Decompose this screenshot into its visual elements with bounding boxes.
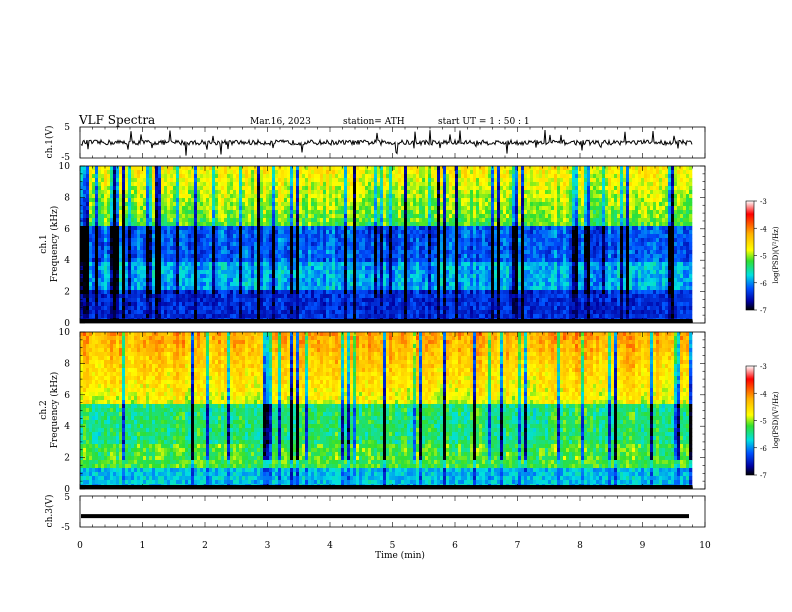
y-tick-label: 0 [64,485,70,495]
ch2-spectrogram-yticks: 0 2 4 6 8 10 [59,328,705,495]
ch3-waveform-ticks [79,496,706,527]
ch2-colorbar [745,365,755,476]
x-tick-label: 3 [265,541,271,551]
ch1-waveform-panel: 5 -5 ch.1(V) [44,123,706,163]
colorbar-tick-label: -5 [760,418,767,426]
ch1-ytick-bottom: -5 [61,153,70,163]
y-tick-label: 10 [59,162,71,172]
ch1-spectrogram-ylabel: Frequency (kHz) [49,206,60,283]
x-tick-label: 5 [390,541,396,551]
ch1-waveform-ticks [79,127,706,158]
colorbar-tick-label: -7 [760,307,767,315]
y-tick-label: 2 [64,454,70,464]
x-tick-label: 7 [515,541,521,551]
ch2-colorbar-label: log(PSD)(V²/Hz) [772,391,780,448]
y-tick-label: 4 [64,256,70,266]
colorbar-tick-label: -4 [760,390,767,398]
ch3-ytick-bottom: -5 [61,523,70,533]
ch1-ytick-top: 5 [64,123,70,133]
colorbar-tick-label: -6 [760,445,767,453]
start-time-label: start UT = 1 : 50 : 1 [438,117,530,127]
x-tick-label: 0 [77,541,83,551]
y-tick-label: 8 [64,193,70,203]
x-tick-label: 6 [452,541,458,551]
ch3-ytick-top: 5 [64,493,70,503]
y-tick-label: 2 [64,288,70,298]
time-axis: 0 1 2 3 4 5 6 7 8 9 10 [77,541,711,551]
y-tick-label: 10 [59,328,71,338]
y-tick-label: 8 [64,359,70,369]
ch2-colorbar-ticks: -3 -4 -5 -6 -7 [754,363,767,480]
ch1-spectrogram-ticks [79,166,706,323]
y-tick-label: 4 [64,422,70,432]
y-tick-label: 0 [64,319,70,329]
y-tick-label: 6 [64,391,70,401]
ch2-spectrogram-image [80,332,693,489]
x-tick-label: 9 [640,541,646,551]
x-tick-label: 4 [327,541,333,551]
ch1-waveform-line [80,129,693,156]
x-tick-label: 8 [577,541,583,551]
colorbar-tick-label: -7 [760,472,767,480]
colorbar-tick-label: -6 [760,280,767,288]
ch3-waveform-ylabel: ch.3(V) [44,495,55,528]
x-tick-label: 10 [699,541,711,551]
ch3-waveform-panel: 5 -5 ch.3(V) [44,493,706,533]
ch1-spectrogram-channel: ch.1 [39,234,49,253]
ch1-spectrogram-yticks: 0 2 4 6 8 10 [59,162,705,329]
ch1-colorbar-label: log(PSD)(V²/Hz) [772,226,780,283]
colorbar-tick-label: -4 [760,225,767,233]
colorbar-tick-label: -3 [760,363,767,371]
date-label: Mar.16, 2023 [250,117,311,127]
colorbar-tick-label: -5 [760,253,767,261]
figure-title: VLF Spectra [78,113,155,127]
time-axis-label: Time (min) [375,550,425,561]
ch2-spectrogram-channel: ch.2 [39,400,49,419]
y-tick-label: 6 [64,225,70,235]
x-tick-label: 2 [202,541,208,551]
ch2-spectrogram-ticks [79,332,706,489]
station-label: station= ATH [343,117,405,127]
ch1-colorbar-ticks: -3 -4 -5 -6 -7 [754,198,767,315]
ch2-spectrogram-ylabel: Frequency (kHz) [49,372,60,449]
ch1-waveform-ylabel: ch.1(V) [44,126,55,159]
ch1-spectrogram-image [80,166,693,323]
ch1-colorbar [745,200,755,311]
x-tick-label: 1 [140,541,146,551]
colorbar-tick-label: -3 [760,198,767,206]
